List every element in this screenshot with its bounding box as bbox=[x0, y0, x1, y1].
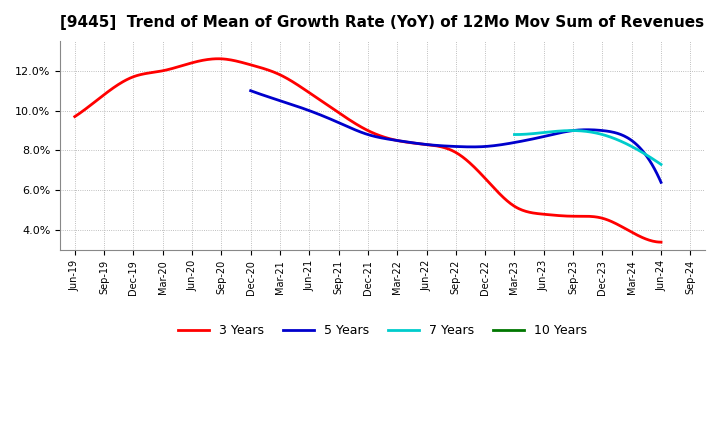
3 Years bbox=[350, 120, 359, 125]
5 Years bbox=[444, 143, 452, 149]
7 Years bbox=[590, 130, 598, 135]
3 Years bbox=[657, 239, 665, 245]
Title: [9445]  Trend of Mean of Growth Rate (YoY) of 12Mo Mov Sum of Revenues: [9445] Trend of Mean of Growth Rate (YoY… bbox=[60, 15, 705, 30]
3 Years bbox=[214, 56, 222, 62]
7 Years bbox=[567, 128, 576, 133]
3 Years bbox=[552, 213, 561, 218]
7 Years bbox=[654, 160, 662, 165]
5 Years bbox=[490, 143, 499, 148]
3 Years bbox=[389, 137, 397, 142]
3 Years bbox=[71, 114, 79, 119]
Line: 7 Years: 7 Years bbox=[515, 131, 661, 165]
5 Years bbox=[582, 127, 591, 132]
5 Years bbox=[246, 88, 255, 93]
Legend: 3 Years, 5 Years, 7 Years, 10 Years: 3 Years, 5 Years, 7 Years, 10 Years bbox=[173, 319, 593, 342]
3 Years bbox=[354, 122, 362, 128]
7 Years bbox=[580, 128, 589, 134]
7 Years bbox=[581, 128, 590, 134]
7 Years bbox=[657, 162, 665, 167]
3 Years bbox=[644, 237, 652, 242]
7 Years bbox=[631, 146, 639, 151]
Line: 5 Years: 5 Years bbox=[251, 91, 661, 182]
3 Years bbox=[420, 142, 429, 147]
7 Years bbox=[598, 132, 606, 137]
5 Years bbox=[469, 144, 477, 150]
5 Years bbox=[441, 143, 450, 149]
5 Years bbox=[647, 161, 655, 166]
5 Years bbox=[657, 180, 665, 185]
7 Years bbox=[510, 132, 519, 137]
Line: 3 Years: 3 Years bbox=[75, 59, 661, 242]
